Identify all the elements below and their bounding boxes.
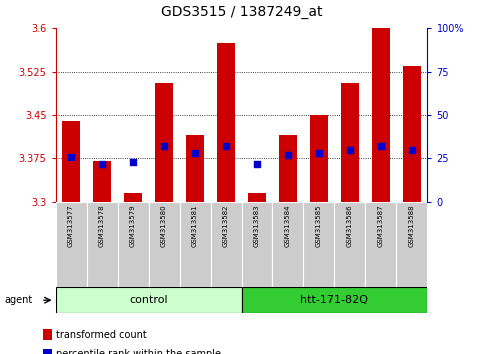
Point xyxy=(160,143,168,149)
Bar xyxy=(86,202,117,289)
Text: GSM313578: GSM313578 xyxy=(99,204,105,247)
Bar xyxy=(217,43,235,202)
Point xyxy=(67,154,75,160)
Text: htt-171-82Q: htt-171-82Q xyxy=(300,295,369,305)
Text: GSM313583: GSM313583 xyxy=(254,204,260,247)
Bar xyxy=(303,202,334,289)
Bar xyxy=(56,202,86,289)
Text: GDS3515 / 1387249_at: GDS3515 / 1387249_at xyxy=(161,5,322,19)
Bar xyxy=(117,202,149,289)
Point xyxy=(377,143,385,149)
Text: GSM313586: GSM313586 xyxy=(347,204,353,247)
Bar xyxy=(211,202,242,289)
Bar xyxy=(155,83,173,202)
Text: GSM313577: GSM313577 xyxy=(68,204,74,247)
Text: GSM313580: GSM313580 xyxy=(161,204,167,247)
Point xyxy=(315,150,323,156)
Bar xyxy=(180,202,211,289)
Point xyxy=(191,150,199,156)
Text: percentile rank within the sample: percentile rank within the sample xyxy=(56,349,221,354)
Bar xyxy=(62,121,80,202)
Text: GSM313579: GSM313579 xyxy=(130,204,136,247)
Bar xyxy=(372,28,390,202)
Point xyxy=(129,159,137,165)
Bar xyxy=(242,202,272,289)
Bar xyxy=(403,66,421,202)
Point xyxy=(284,152,292,158)
Text: control: control xyxy=(129,295,168,305)
Bar xyxy=(56,287,242,313)
Bar xyxy=(310,115,328,202)
Bar xyxy=(341,83,359,202)
Bar xyxy=(242,287,427,313)
Point xyxy=(253,161,261,166)
Bar xyxy=(397,202,427,289)
Point xyxy=(222,143,230,149)
Text: agent: agent xyxy=(5,295,33,305)
Bar xyxy=(93,161,112,202)
Text: GSM313581: GSM313581 xyxy=(192,204,198,247)
Text: GSM313587: GSM313587 xyxy=(378,204,384,247)
Bar xyxy=(334,202,366,289)
Bar xyxy=(248,193,266,202)
Bar xyxy=(366,202,397,289)
Text: GSM313585: GSM313585 xyxy=(316,204,322,247)
Point xyxy=(98,161,106,166)
Bar xyxy=(149,202,180,289)
Text: GSM313588: GSM313588 xyxy=(409,204,415,247)
Bar xyxy=(124,193,142,202)
Text: GSM313584: GSM313584 xyxy=(285,204,291,247)
Point xyxy=(346,147,354,153)
Point xyxy=(408,147,416,153)
Text: GSM313582: GSM313582 xyxy=(223,204,229,247)
Bar xyxy=(272,202,303,289)
Bar xyxy=(186,135,204,202)
Bar xyxy=(279,135,297,202)
Text: transformed count: transformed count xyxy=(56,330,146,339)
